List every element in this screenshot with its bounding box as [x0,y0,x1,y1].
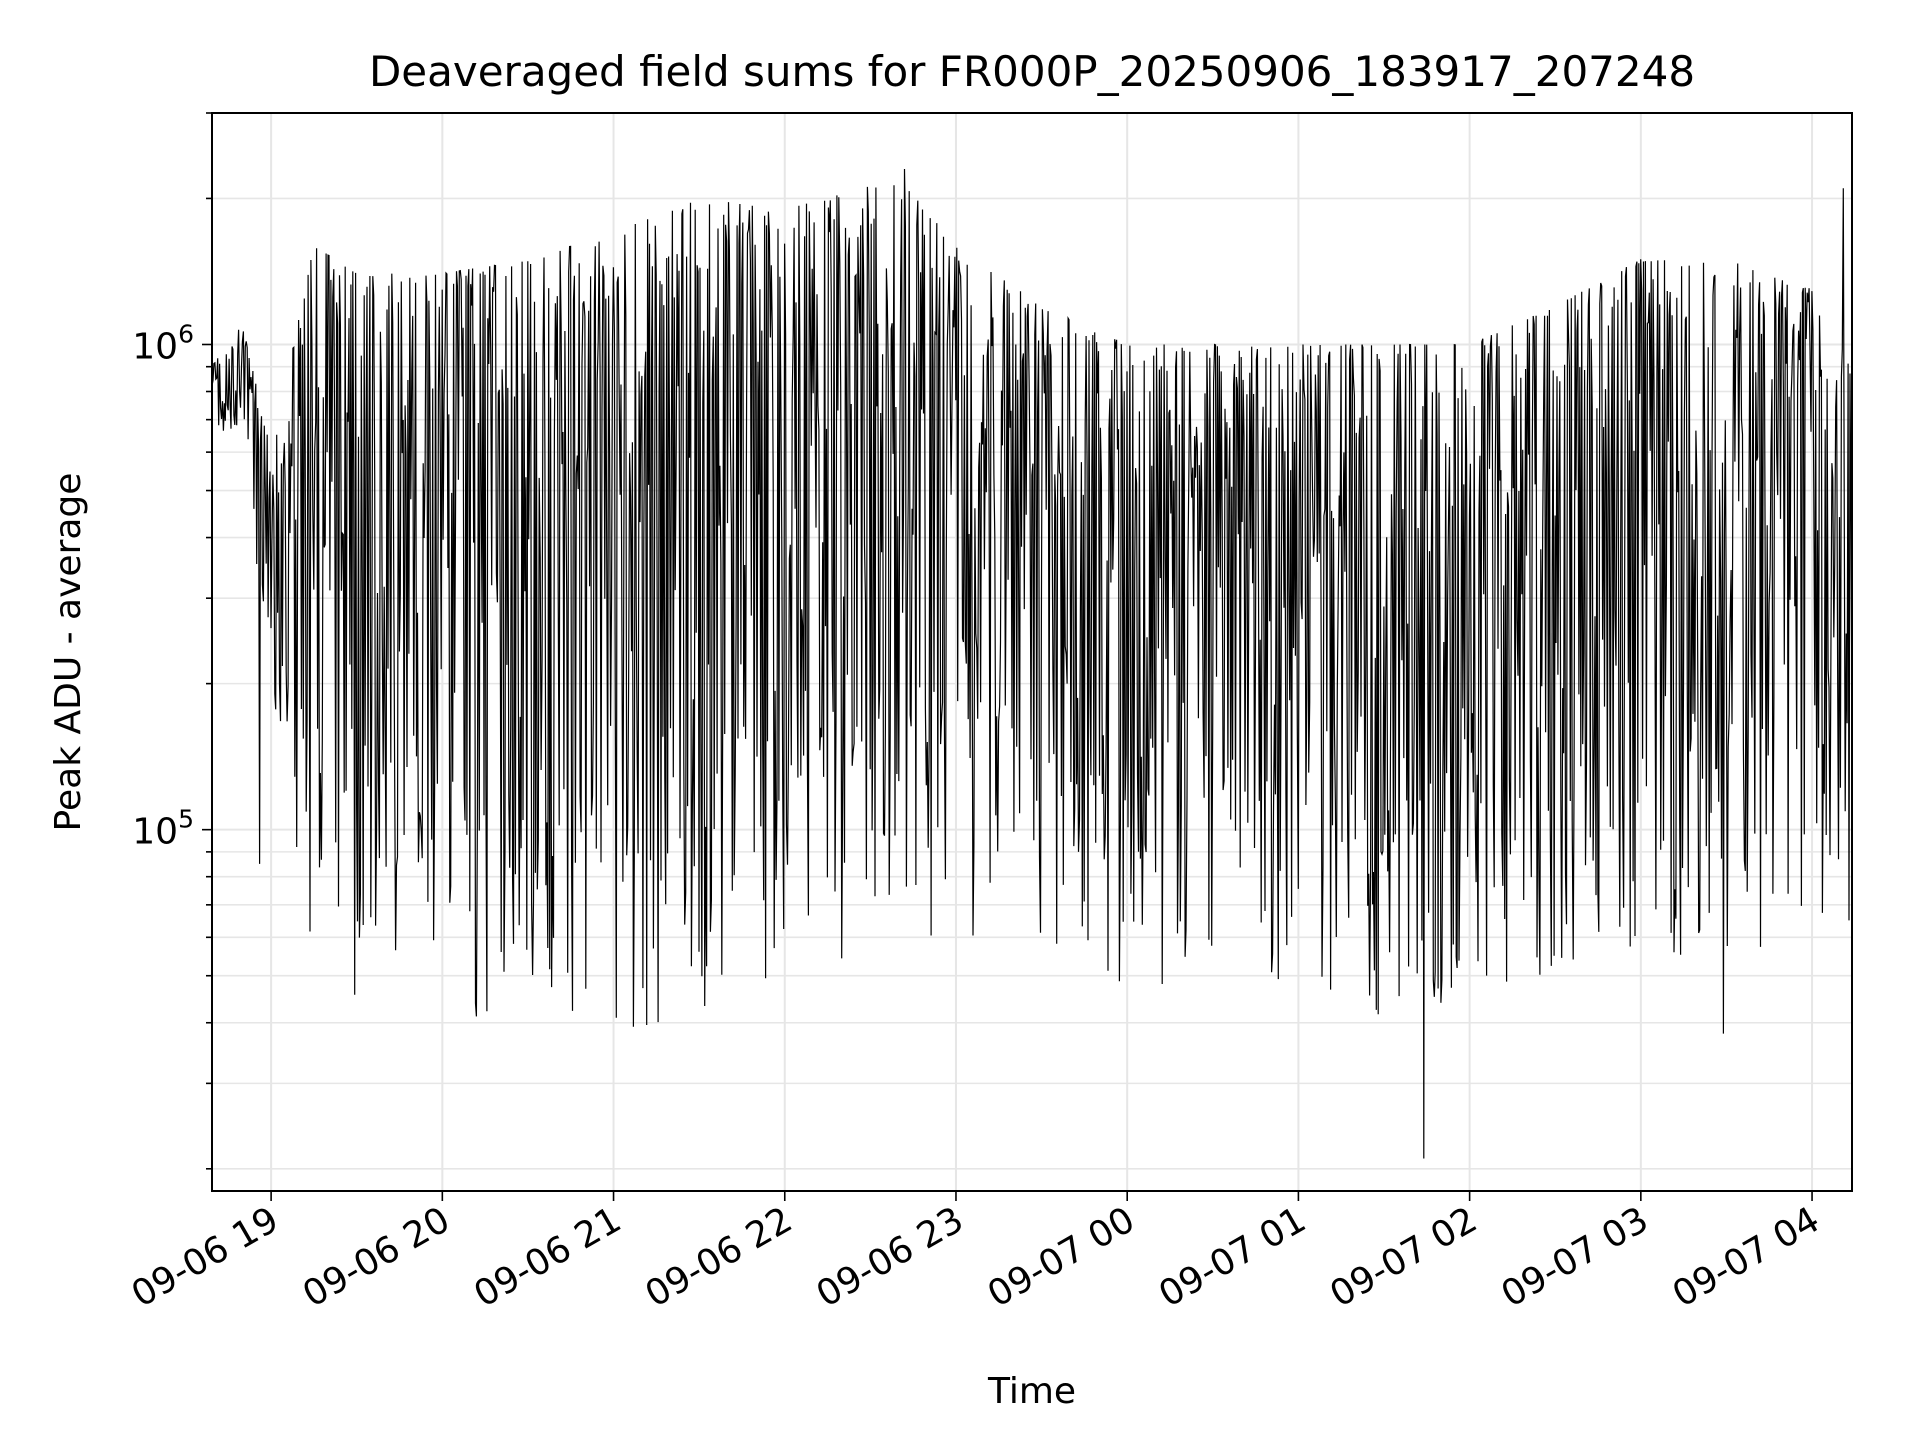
series-line [211,168,1853,1159]
x-axis-label: Time [987,1371,1076,1412]
y-axis-label: Peak ADU - average [48,473,89,832]
y-tick-label: 106 [132,319,194,367]
y-tick-label: 105 [132,805,194,853]
plot-frame [211,112,1853,1192]
chart-title: Deaveraged field sums for FR000P_2025090… [369,47,1695,96]
series [211,168,1853,1159]
